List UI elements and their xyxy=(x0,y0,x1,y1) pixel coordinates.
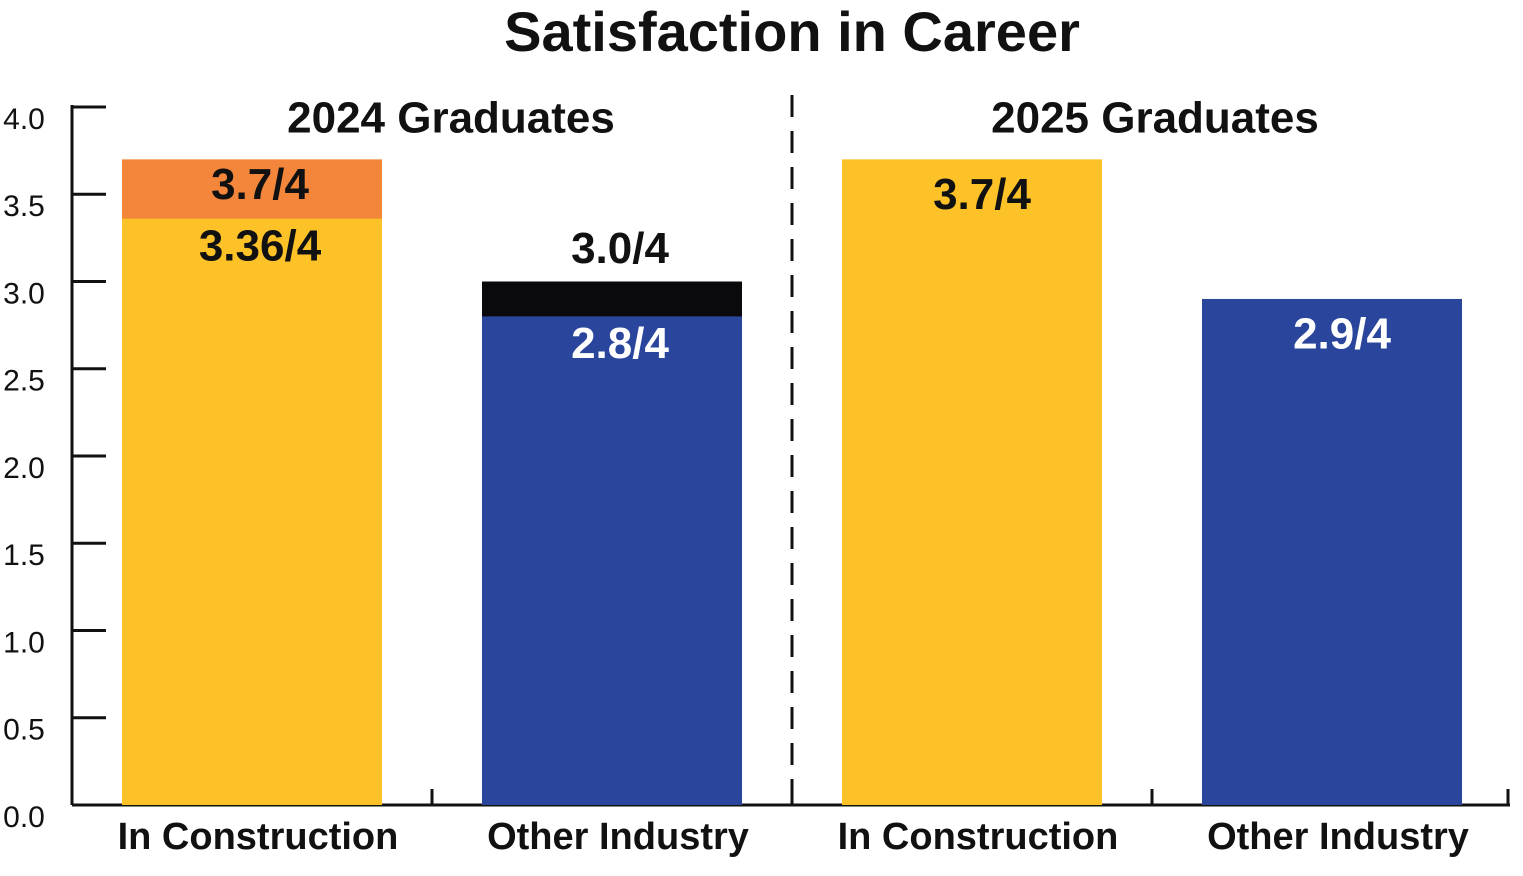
y-tick-label: 4.0 xyxy=(3,103,45,136)
chart-title: Satisfaction in Career xyxy=(504,0,1080,63)
y-tick-label: 2.5 xyxy=(3,365,45,398)
y-tick-label: 0.5 xyxy=(3,714,45,747)
y-tick-label: 1.0 xyxy=(3,626,45,659)
y-tick-label: 3.5 xyxy=(3,190,45,223)
bar xyxy=(842,159,1102,806)
x-tick-label: In Construction xyxy=(118,816,399,858)
y-tick-label: 0.0 xyxy=(3,801,45,834)
x-tick-label: In Construction xyxy=(838,816,1119,858)
y-tick-label: 2.0 xyxy=(3,452,45,485)
bar xyxy=(1202,298,1462,805)
x-tick-label: Other Industry xyxy=(1207,816,1469,858)
value-label: 3.0/4 xyxy=(571,224,669,273)
bar-segment xyxy=(122,218,382,805)
x-tick-label: Other Industry xyxy=(487,816,749,858)
group-title: 2024 Graduates xyxy=(287,94,615,143)
value-label: 2.8/4 xyxy=(571,319,669,368)
y-tick-label: 3.0 xyxy=(3,277,45,310)
value-label: 3.7/4 xyxy=(211,160,309,209)
group-title: 2025 Graduates xyxy=(991,94,1319,143)
value-label: 3.36/4 xyxy=(199,221,322,270)
y-tick-label: 1.5 xyxy=(3,539,45,572)
value-label: 2.9/4 xyxy=(1293,310,1391,359)
bar-segment xyxy=(482,316,742,805)
value-label: 3.7/4 xyxy=(933,170,1031,219)
